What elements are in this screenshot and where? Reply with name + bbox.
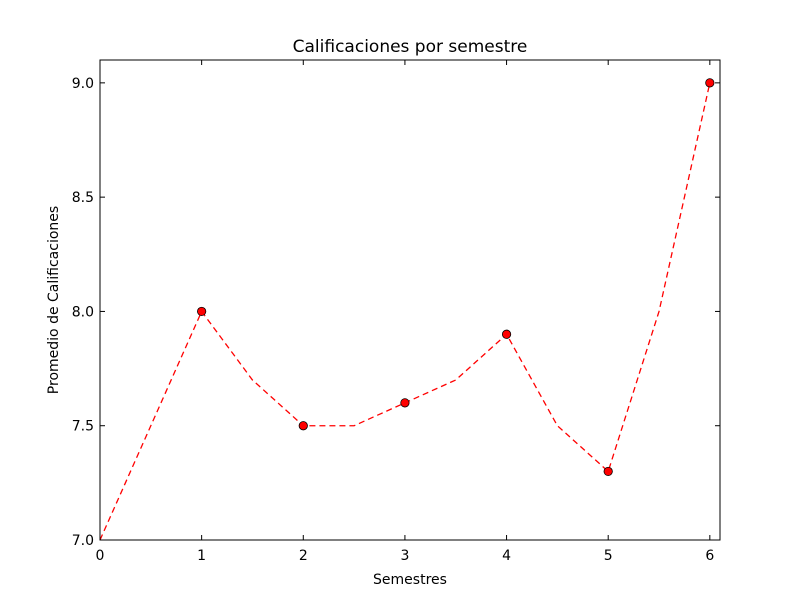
x-axis-label: Semestres [373, 572, 447, 588]
chart-title: Calificaciones por semestre [293, 37, 528, 57]
data-point [197, 306, 207, 317]
x-tick-label: 0 [96, 548, 105, 564]
x-tick-label: 4 [502, 548, 511, 564]
data-point [603, 466, 613, 477]
y-axis-label: Promedio de Calificaciones [46, 206, 62, 394]
series-line [99, 82, 711, 541]
x-tick-label: 2 [299, 548, 308, 564]
data-point [501, 329, 512, 339]
ticks-layer: 0 1 2 3 4 5 6 7.0 7.5 8.0 8.5 9.0 [72, 60, 720, 564]
y-tick-label: 7.0 [72, 533, 94, 549]
y-tick-label: 7.5 [72, 419, 94, 435]
x-tick-label: 1 [197, 548, 206, 564]
y-tick-label: 9.0 [72, 76, 94, 92]
y-tick-label: 8.5 [72, 190, 94, 206]
series-layer [99, 78, 715, 541]
x-tick-label: 3 [400, 548, 409, 564]
x-tick-label: 5 [604, 548, 613, 564]
data-point [705, 78, 715, 88]
x-tick-label: 6 [705, 548, 714, 564]
plot-frame [99, 59, 721, 541]
data-point [298, 421, 308, 431]
y-tick-label: 8.0 [72, 304, 94, 320]
data-point [400, 398, 410, 408]
